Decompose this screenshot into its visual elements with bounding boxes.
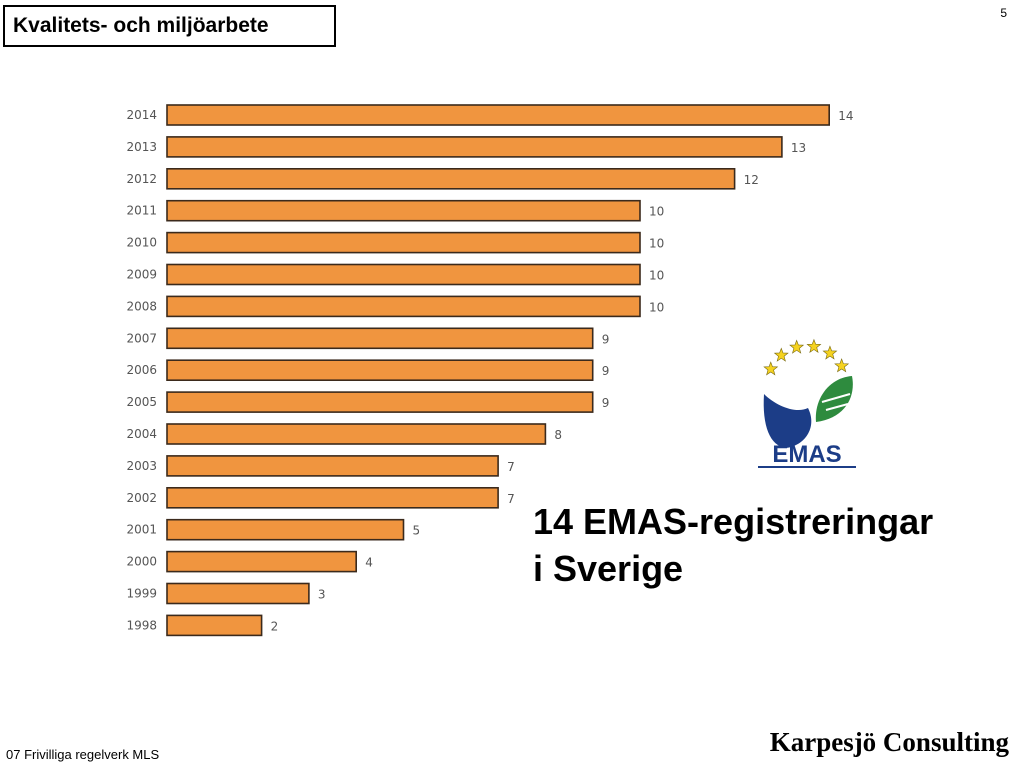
blue-wave-icon — [763, 394, 812, 448]
star-arc-icon — [763, 338, 850, 376]
page-number: 5 — [1000, 6, 1007, 20]
bar-2012 — [166, 168, 736, 190]
footer-company-name: Karpesjö Consulting — [769, 727, 1009, 757]
star-icon — [789, 339, 805, 354]
bar-1999 — [166, 582, 310, 605]
footer-course-label: 07 Frivilliga regelverk MLS — [6, 747, 160, 762]
value-label: 8 — [554, 428, 562, 442]
bar-2000 — [166, 550, 357, 573]
headline: 14 EMAS-registreringar i Sverige — [533, 498, 1013, 592]
bar-2007 — [166, 327, 594, 350]
value-label: 10 — [649, 300, 664, 314]
bar-2010 — [166, 231, 641, 254]
value-label: 12 — [744, 173, 759, 187]
bar-2003 — [166, 455, 499, 477]
value-label: 7 — [507, 492, 515, 506]
slide-title: Kvalitets- och miljöarbete — [3, 5, 336, 47]
bar-2005 — [166, 391, 594, 413]
value-label: 10 — [649, 205, 664, 219]
category-label: 2001 — [126, 523, 157, 537]
value-label: 7 — [507, 460, 515, 474]
bar-2006 — [166, 359, 594, 382]
value-label: 3 — [318, 588, 326, 602]
category-label: 1999 — [126, 587, 157, 601]
emas-logo: EMAS — [758, 338, 856, 468]
slide-title-text: Kvalitets- och miljöarbete — [13, 14, 269, 37]
category-label: 2010 — [126, 236, 157, 250]
bar-2013 — [166, 136, 783, 158]
star-icon — [834, 358, 850, 373]
category-label: 2005 — [126, 395, 157, 409]
category-label: 2000 — [126, 555, 157, 569]
value-label: 4 — [365, 556, 373, 570]
bar-2001 — [166, 518, 405, 541]
category-label: 2002 — [126, 491, 157, 505]
value-label: 9 — [602, 364, 610, 378]
category-label: 2006 — [126, 363, 157, 377]
value-label: 14 — [838, 109, 853, 123]
bar-chart: 2014 14 2013 13 2012 12 2011 10 2010 10 2009 10 2008… — [126, 104, 853, 637]
bar-2011 — [166, 199, 641, 222]
value-label: 13 — [791, 141, 806, 155]
star-icon — [806, 338, 822, 353]
value-label: 10 — [649, 269, 664, 283]
category-label: 2009 — [126, 268, 157, 282]
star-icon — [773, 347, 789, 362]
category-label: 2014 — [126, 108, 157, 122]
value-label: 10 — [649, 237, 664, 251]
value-label: 5 — [413, 524, 421, 538]
value-label: 9 — [602, 396, 610, 410]
bar-2014 — [166, 104, 831, 126]
value-label: 2 — [271, 619, 279, 633]
bar-2004 — [166, 423, 547, 445]
category-label: 2013 — [126, 140, 157, 154]
headline-line-2: i Sverige — [533, 548, 684, 589]
category-label: 2008 — [126, 299, 157, 313]
bar-2009 — [166, 263, 641, 286]
bar-2002 — [166, 486, 499, 509]
category-label: 2012 — [126, 172, 157, 186]
bar-2008 — [166, 295, 641, 318]
category-label: 2011 — [126, 204, 157, 218]
leaf-vein-icon — [821, 393, 851, 411]
star-icon — [822, 345, 838, 360]
bar-1998 — [166, 614, 263, 637]
category-label: 2003 — [126, 459, 157, 473]
emas-logo-text: EMAS — [772, 441, 841, 468]
value-label: 9 — [602, 332, 610, 346]
headline-line-1: 14 EMAS-registreringar — [533, 501, 934, 542]
category-label: 1998 — [126, 618, 157, 632]
star-icon — [763, 361, 779, 376]
category-label: 2007 — [126, 331, 157, 345]
category-label: 2004 — [126, 427, 157, 441]
